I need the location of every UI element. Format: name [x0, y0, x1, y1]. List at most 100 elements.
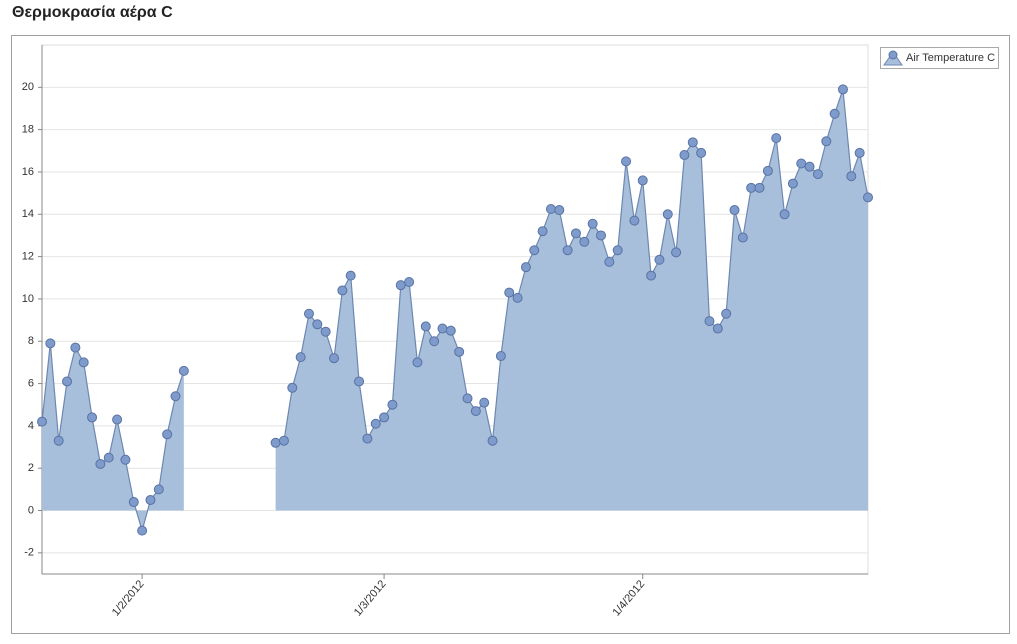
- point: [37, 416, 47, 427]
- point: [846, 171, 857, 182]
- point: [796, 158, 807, 169]
- point: [170, 391, 181, 402]
- point: [504, 287, 515, 298]
- point: [112, 414, 123, 425]
- chart-title: Θερμοκρασία αέρα C: [12, 4, 173, 21]
- point: [145, 494, 156, 505]
- point: [120, 454, 131, 465]
- point: [579, 236, 590, 247]
- point: [821, 136, 832, 147]
- y-tick-label: 0: [28, 504, 34, 516]
- y-tick-label: 18: [22, 124, 34, 136]
- point: [354, 376, 365, 387]
- point: [837, 84, 848, 95]
- area: [42, 89, 868, 531]
- point: [278, 435, 289, 446]
- y-tick-label: 10: [22, 293, 34, 305]
- point: [62, 376, 73, 387]
- point: [103, 452, 114, 463]
- point: [287, 382, 298, 393]
- point: [53, 435, 64, 446]
- point: [395, 280, 406, 291]
- point: [487, 435, 498, 446]
- point: [45, 338, 56, 349]
- point: [379, 412, 390, 423]
- point: [329, 353, 340, 364]
- point: [495, 351, 506, 362]
- y-tick-label: -2: [24, 547, 34, 559]
- y-tick-label: 14: [22, 208, 34, 220]
- y-tick-label: 6: [28, 377, 34, 389]
- legend-box: [880, 47, 999, 69]
- point: [445, 325, 456, 336]
- point: [178, 365, 189, 376]
- point: [303, 308, 314, 319]
- point: [270, 437, 281, 448]
- point: [162, 429, 173, 440]
- point: [454, 346, 465, 357]
- point: [829, 108, 840, 119]
- point: [370, 418, 381, 429]
- point: [412, 357, 423, 368]
- point: [596, 230, 607, 241]
- point: [87, 412, 98, 423]
- point: [387, 399, 398, 410]
- point: [462, 393, 473, 404]
- point: [779, 209, 790, 220]
- point: [479, 397, 490, 408]
- point: [95, 458, 106, 469]
- point: [362, 433, 373, 444]
- point: [754, 182, 765, 193]
- point: [762, 165, 773, 176]
- legend: Air Temperature C: [880, 47, 999, 69]
- point: [671, 247, 682, 258]
- point: [545, 203, 556, 214]
- point: [429, 336, 440, 347]
- point: [128, 497, 139, 508]
- y-tick-label: 20: [22, 81, 34, 93]
- point: [812, 169, 823, 180]
- point: [420, 321, 431, 332]
- point: [70, 342, 81, 353]
- point: [78, 357, 89, 368]
- point: [512, 292, 523, 303]
- y-tick-label: 8: [28, 335, 34, 347]
- point: [570, 228, 581, 239]
- point: [470, 406, 481, 417]
- legend-marker: [888, 50, 898, 60]
- point: [295, 352, 306, 363]
- point: [312, 319, 323, 330]
- legend-label: Air Temperature C: [906, 52, 995, 64]
- point: [721, 308, 732, 319]
- point: [337, 285, 348, 296]
- point: [704, 316, 715, 327]
- point: [863, 192, 873, 203]
- point: [621, 156, 632, 167]
- point: [787, 178, 798, 189]
- point: [345, 270, 356, 281]
- point: [437, 323, 448, 334]
- y-tick-label: 2: [28, 462, 34, 474]
- y-tick-label: 4: [28, 420, 34, 432]
- point: [520, 262, 531, 273]
- point: [637, 175, 648, 186]
- point: [662, 209, 673, 220]
- point: [529, 245, 540, 256]
- point: [153, 484, 164, 495]
- y-tick-label: 12: [22, 251, 34, 263]
- point: [612, 245, 623, 256]
- point: [646, 270, 657, 281]
- point: [746, 182, 757, 193]
- point: [404, 276, 415, 287]
- point: [679, 150, 690, 161]
- point: [854, 147, 865, 158]
- point: [537, 226, 548, 237]
- point: [562, 245, 573, 256]
- point: [320, 326, 331, 337]
- point: [729, 205, 740, 216]
- point: [687, 137, 698, 148]
- point: [554, 205, 565, 216]
- point: [712, 323, 723, 334]
